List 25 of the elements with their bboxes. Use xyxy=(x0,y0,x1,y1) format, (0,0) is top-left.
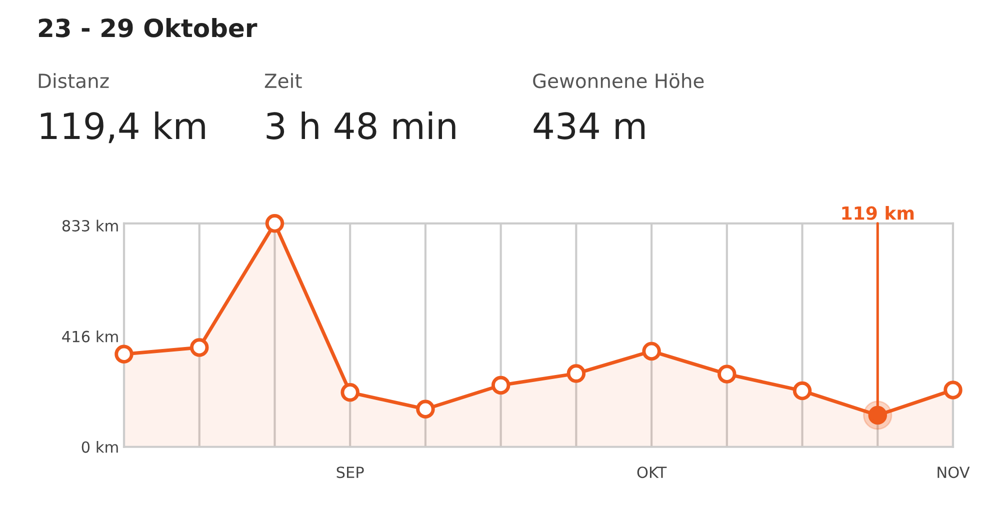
text: Gewonnene Höhe xyxy=(533,73,704,88)
y-tick-label: 416 km xyxy=(62,330,118,342)
point xyxy=(944,380,962,400)
text: Zeit xyxy=(264,73,302,88)
point xyxy=(265,214,284,233)
y-tick-label: 833 km xyxy=(62,220,118,232)
point xyxy=(491,376,510,395)
point xyxy=(792,381,812,400)
point xyxy=(642,342,661,361)
chart-title: 23 - 29 Oktober xyxy=(38,18,258,38)
text: 3 h 48 min xyxy=(266,112,456,140)
point xyxy=(718,364,736,384)
point xyxy=(340,383,360,402)
text: 119,4 km xyxy=(40,112,205,144)
x-tick-label: SEP xyxy=(336,466,364,478)
x-tick-label: OKT xyxy=(637,466,667,478)
data-label: 119 km xyxy=(842,206,914,220)
x-tick-label: NOV xyxy=(938,466,970,478)
text: Distanz xyxy=(38,73,109,88)
point xyxy=(190,338,209,357)
point xyxy=(114,344,134,364)
point xyxy=(566,364,586,383)
point xyxy=(416,400,435,419)
y-tick-label: 0 km xyxy=(82,441,118,453)
text: 434 m xyxy=(534,112,645,140)
